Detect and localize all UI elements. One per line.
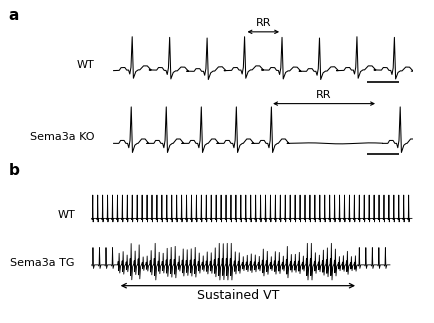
Text: Sema3a KO: Sema3a KO [30,132,94,142]
Text: RR: RR [316,90,331,100]
Text: Sema3a TG: Sema3a TG [10,258,75,268]
Text: Sustained VT: Sustained VT [196,289,279,302]
Text: WT: WT [57,210,75,220]
Text: WT: WT [76,60,94,70]
Text: RR: RR [255,18,270,28]
Text: a: a [9,8,19,23]
Text: b: b [9,163,20,178]
